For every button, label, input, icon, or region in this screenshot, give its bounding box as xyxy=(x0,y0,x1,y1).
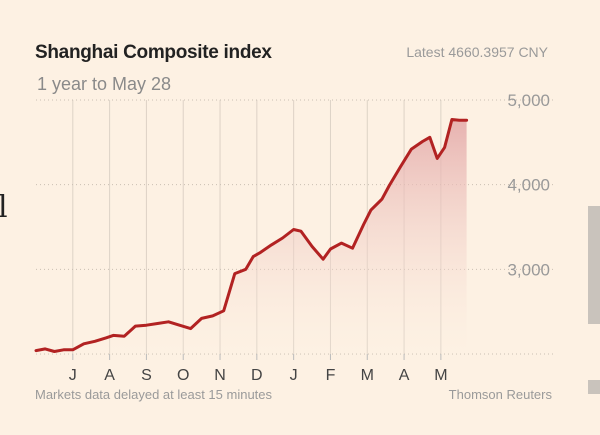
x-tick-label: J xyxy=(69,367,77,384)
chart-title: Shanghai Composite index xyxy=(35,42,272,63)
chart-line xyxy=(34,118,469,353)
x-tick-label: O xyxy=(177,367,189,384)
x-tick-label: M xyxy=(434,367,447,384)
chart-area-fill xyxy=(36,119,467,354)
x-tick-label: F xyxy=(326,367,336,384)
page-fragment-letter: l xyxy=(0,190,8,225)
x-tick-label: A xyxy=(399,367,410,384)
x-tick-label: D xyxy=(251,367,263,384)
x-tick-label: J xyxy=(290,367,298,384)
x-tick-label: M xyxy=(361,367,374,384)
page-edge-marker xyxy=(588,380,600,394)
y-tick-label: 3,000 xyxy=(507,260,550,279)
chart-subtitle: 1 year to May 28 xyxy=(37,74,172,94)
latest-value-label: Latest 4660.3957 CNY xyxy=(406,44,548,60)
area-fill-path xyxy=(36,119,467,354)
series-line-path xyxy=(34,118,469,353)
y-axis-ticks: 5,000 4,000 3,000 xyxy=(507,91,550,279)
data-delay-note: Markets data delayed at least 15 minutes xyxy=(35,387,273,402)
y-tick-label: 4,000 xyxy=(507,176,550,195)
x-tick-label: N xyxy=(214,367,226,384)
x-tick-label: S xyxy=(141,367,152,384)
page-edge-scrollbar xyxy=(588,206,600,324)
data-source-label: Thomson Reuters xyxy=(448,387,552,402)
x-tick-label: A xyxy=(104,367,115,384)
y-tick-label: 5,000 xyxy=(507,91,550,110)
